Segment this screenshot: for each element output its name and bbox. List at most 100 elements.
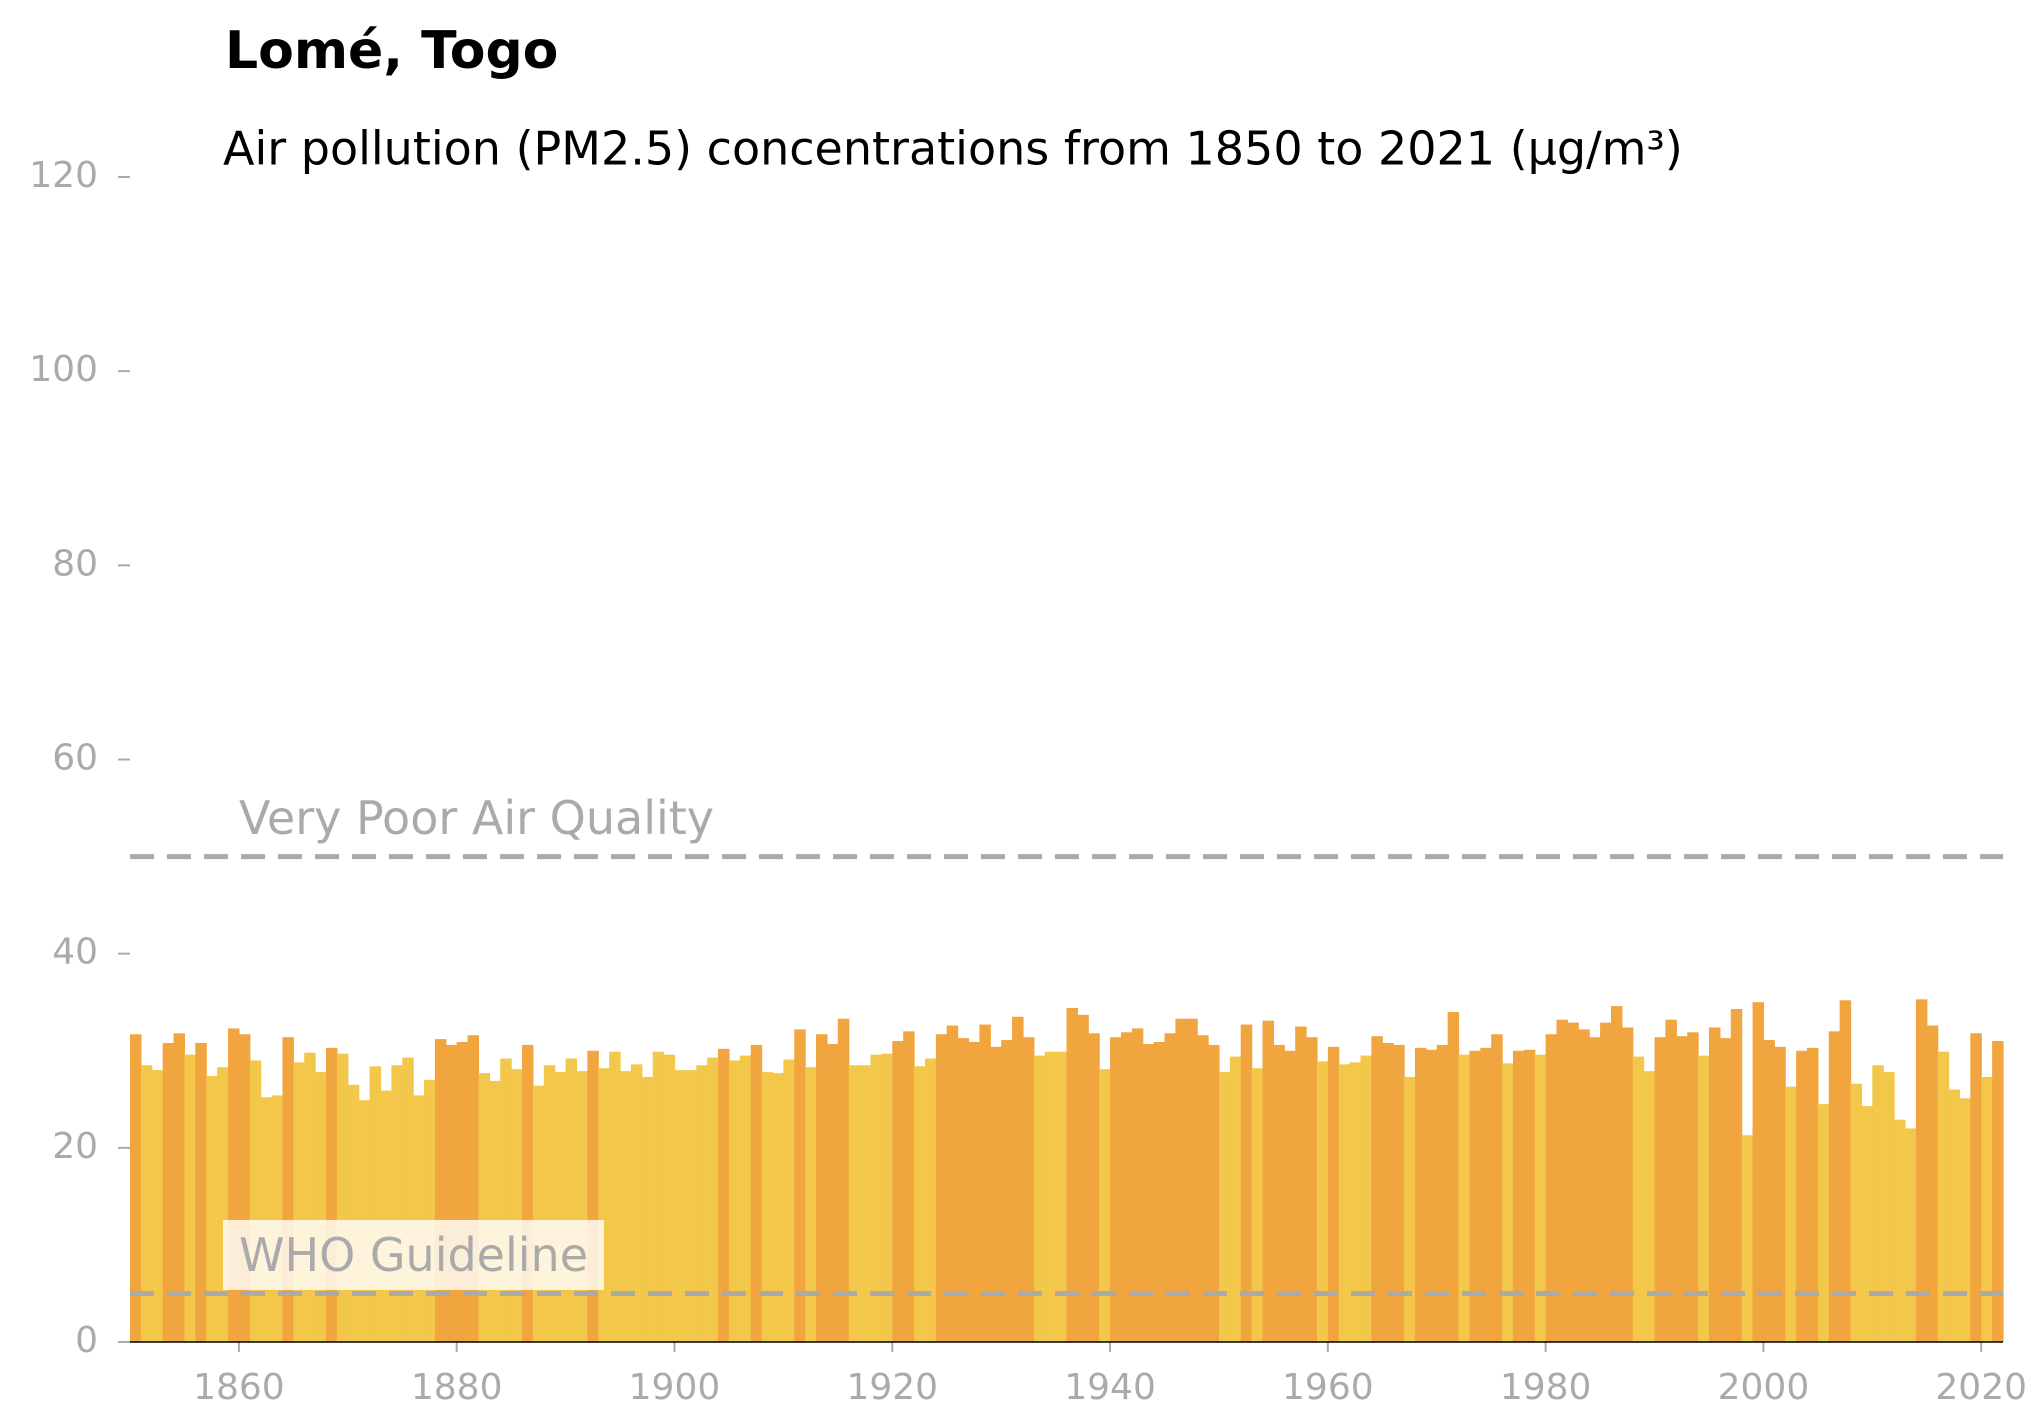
bar	[1110, 1037, 1122, 1342]
bar	[935, 1034, 948, 1342]
bar	[1197, 1035, 1209, 1342]
bar	[1262, 1020, 1275, 1342]
bar	[347, 1084, 360, 1342]
chart-subtitle: Air pollution (PM2.5) concentrations fro…	[223, 122, 1683, 176]
y-tick-label: 120	[29, 155, 98, 196]
bar	[511, 1069, 523, 1342]
bar	[1883, 1072, 1895, 1342]
bar	[1033, 1055, 1046, 1342]
bar	[870, 1054, 882, 1342]
bar	[1044, 1051, 1057, 1342]
bar	[1066, 1008, 1078, 1342]
bar	[456, 1042, 469, 1342]
bar	[1904, 1128, 1917, 1342]
bar	[1382, 1042, 1394, 1342]
bar	[1012, 1016, 1024, 1342]
bar	[1120, 1032, 1133, 1342]
bar	[1861, 1106, 1873, 1342]
bar	[402, 1057, 414, 1342]
annotation-label: Very Poor Air Quality	[239, 791, 714, 845]
bar	[859, 1065, 872, 1342]
bar	[1567, 1022, 1579, 1342]
bar	[1839, 1000, 1852, 1342]
bar	[1817, 1104, 1830, 1342]
bar	[1240, 1024, 1253, 1342]
bar	[783, 1059, 795, 1342]
bar	[130, 1034, 142, 1342]
bar	[1708, 1027, 1721, 1342]
bar	[1273, 1044, 1285, 1342]
y-tick-label: 20	[52, 1126, 98, 1167]
bar	[1654, 1037, 1667, 1342]
bar	[1131, 1028, 1144, 1342]
annotation: Very Poor Air Quality	[223, 783, 731, 854]
bar	[304, 1052, 316, 1342]
bar	[957, 1038, 970, 1342]
bar	[1578, 1029, 1590, 1342]
bar	[707, 1057, 719, 1342]
bar	[718, 1048, 730, 1342]
bar	[554, 1072, 567, 1342]
y-tick-label: 60	[52, 738, 98, 779]
bar	[1556, 1019, 1569, 1342]
bar	[413, 1095, 425, 1342]
bar	[260, 1097, 273, 1342]
bar	[1371, 1036, 1383, 1342]
bar	[609, 1051, 621, 1342]
bar	[326, 1047, 338, 1342]
bar	[598, 1068, 610, 1342]
bar	[1142, 1043, 1155, 1342]
x-tick-label: 1940	[1064, 1367, 1156, 1408]
bar	[1295, 1026, 1307, 1342]
bar	[1425, 1049, 1438, 1342]
bar	[1404, 1076, 1416, 1342]
bar	[249, 1060, 262, 1342]
bar	[1687, 1032, 1699, 1342]
x-tick-label: 1980	[1500, 1367, 1592, 1408]
bar	[271, 1095, 284, 1342]
bar	[620, 1071, 632, 1342]
bar	[1469, 1050, 1481, 1342]
bar	[587, 1050, 599, 1342]
x-tick-label: 1860	[193, 1367, 285, 1408]
bar	[772, 1073, 784, 1342]
bar	[532, 1085, 545, 1342]
bar	[380, 1090, 392, 1342]
bar	[1610, 1006, 1623, 1342]
bar	[217, 1067, 229, 1342]
bar	[1676, 1036, 1688, 1342]
bar	[151, 1070, 164, 1342]
bar	[1545, 1034, 1558, 1342]
bar	[1316, 1061, 1329, 1342]
x-tick-label: 2000	[1718, 1367, 1810, 1408]
bar	[565, 1058, 578, 1342]
bar	[652, 1051, 665, 1342]
bar	[1414, 1047, 1427, 1342]
bar	[1436, 1044, 1449, 1342]
bar	[140, 1065, 153, 1342]
bar	[739, 1055, 752, 1342]
bar	[1055, 1051, 1068, 1342]
bar	[1785, 1086, 1797, 1342]
bar	[1730, 1009, 1743, 1342]
bar	[1915, 999, 1928, 1342]
bar	[1229, 1056, 1242, 1342]
bar	[282, 1037, 294, 1342]
bar	[1077, 1014, 1089, 1342]
bar	[336, 1053, 349, 1342]
x-tick-label: 1960	[1282, 1367, 1374, 1408]
bar	[1763, 1040, 1775, 1342]
bar	[173, 1033, 186, 1342]
annotation: WHO Guideline	[223, 1219, 604, 1290]
bar	[434, 1039, 447, 1342]
bar	[685, 1070, 697, 1342]
bar	[228, 1028, 240, 1342]
bar	[1981, 1076, 1993, 1342]
bar	[914, 1066, 926, 1342]
bar	[1698, 1055, 1710, 1342]
bar	[369, 1066, 382, 1342]
bar	[1284, 1050, 1296, 1342]
bar	[1175, 1018, 1187, 1342]
chart-title: Lomé, Togo	[225, 21, 558, 81]
